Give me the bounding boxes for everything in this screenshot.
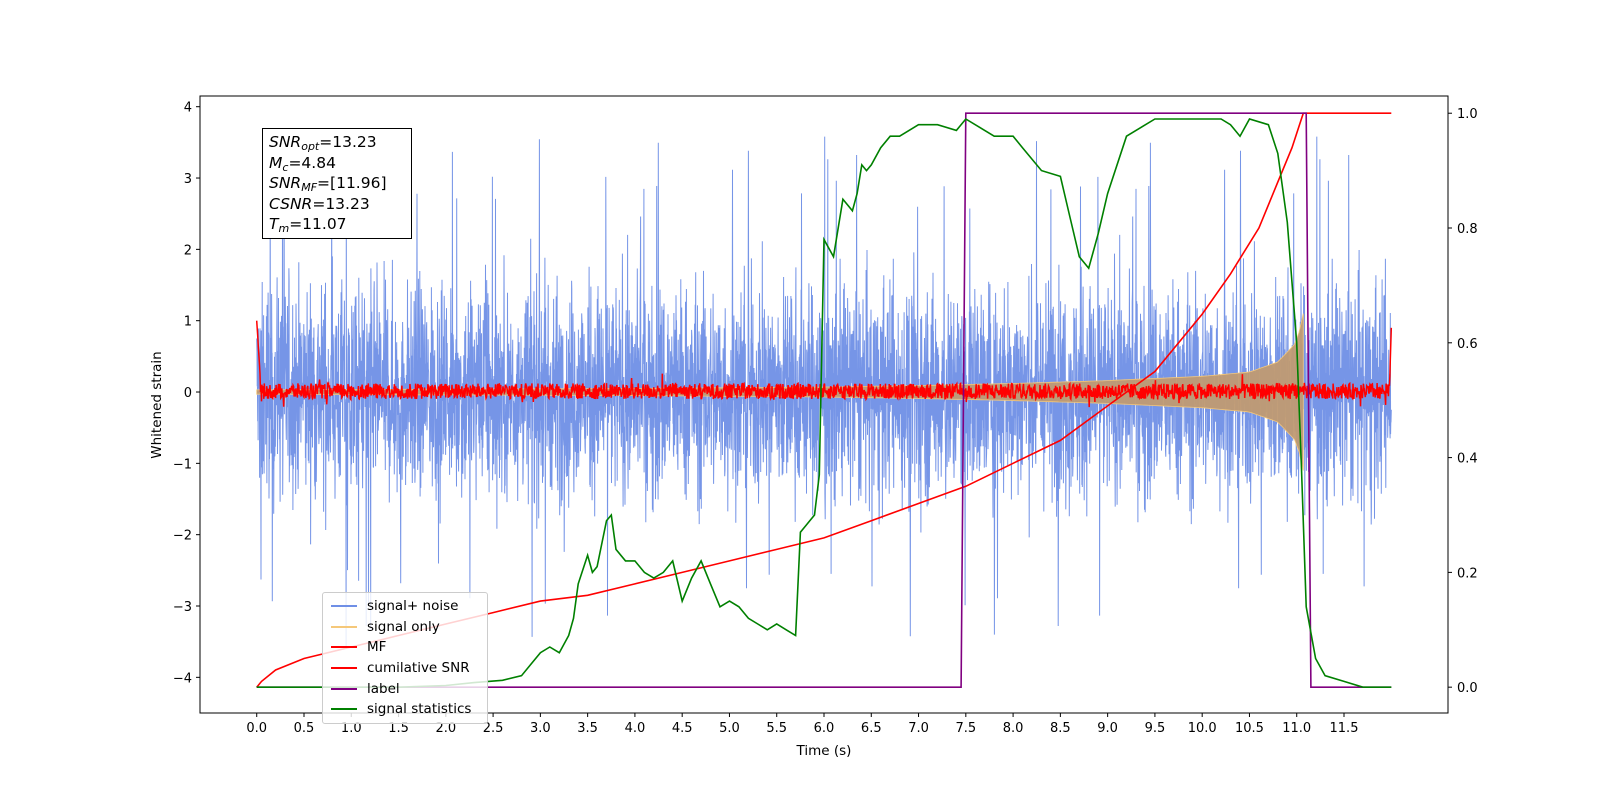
csnr-symbol: CSNR (269, 194, 313, 213)
y-tick-label-left: 4 (184, 101, 192, 116)
y-tick-label-left: −3 (173, 600, 192, 615)
x-tick-label: 11.0 (1282, 721, 1311, 736)
x-tick-label: 4.0 (625, 721, 646, 736)
x-tick-label: 0.5 (294, 721, 315, 736)
x-tick-label: 5.0 (719, 721, 740, 736)
x-tick-label: 2.0 (435, 721, 456, 736)
x-tick-label: 1.0 (341, 721, 362, 736)
legend-label: signal only (367, 618, 440, 635)
x-tick-label: 7.5 (955, 721, 976, 736)
y-tick-label-right: 1.0 (1457, 107, 1478, 122)
legend-item: signal only (327, 617, 483, 638)
tm-subscript: m (278, 222, 290, 235)
y-tick-label-right: 0.8 (1457, 222, 1478, 237)
x-tick-label: 5.5 (766, 721, 787, 736)
legend-label: signal+ noise (367, 598, 459, 615)
y-tick-label-left: −1 (173, 457, 192, 472)
x-tick-label: 3.5 (577, 721, 598, 736)
snr-opt-symbol: SNR (269, 133, 302, 151)
y-tick-label-left: 3 (184, 172, 192, 187)
mf-line (255, 320, 1393, 408)
legend-swatch (331, 708, 357, 711)
legend-swatch (331, 667, 357, 670)
snr-mf-subscript: MF (301, 181, 318, 194)
x-tick-label: 2.5 (483, 721, 504, 736)
y-tick-label-right: 0.2 (1457, 566, 1478, 581)
tm-symbol: T (269, 215, 279, 233)
legend-item: label (327, 678, 483, 699)
legend-swatch (331, 625, 357, 628)
label-line (256, 112, 1392, 688)
y-tick-label-left: −2 (173, 529, 192, 544)
snr-mf-line: SNRMF=[11.96] (269, 173, 405, 194)
legend: signal+ noise signal only MF cumilative … (322, 592, 488, 724)
legend-label: MF (367, 639, 387, 656)
x-tick-label: 9.0 (1097, 721, 1118, 736)
legend-label: cumilative SNR (367, 660, 470, 677)
plot-area (255, 112, 1393, 688)
legend-label: signal statistics (367, 701, 472, 718)
mc-subscript: c (282, 160, 289, 174)
x-tick-label: 6.5 (861, 721, 882, 736)
snr-opt-line: SNRopt=13.23 (269, 132, 405, 153)
x-tick-label: 4.5 (672, 721, 693, 736)
y-tick-label-left: −4 (173, 671, 192, 686)
legend-swatch (331, 687, 357, 690)
mc-line: Mc=4.84 (269, 153, 405, 174)
legend-swatch (331, 605, 357, 608)
snr-mf-value: =[11.96] (317, 174, 387, 192)
legend-item: cumilative SNR (327, 658, 483, 679)
x-tick-label: 8.5 (1050, 721, 1071, 736)
x-tick-label: 10.0 (1188, 721, 1217, 736)
y-tick-label-right: 0.0 (1457, 681, 1478, 696)
snr-mf-symbol: SNR (269, 174, 302, 192)
legend-item: signal statistics (327, 699, 483, 720)
x-tick-label: 8.0 (1003, 721, 1024, 736)
legend-item: signal+ noise (327, 596, 483, 617)
legend-swatch (331, 646, 357, 649)
x-tick-label: 9.5 (1145, 721, 1166, 736)
signal-statistics-line (256, 117, 1392, 688)
y-tick-label-left: 0 (184, 386, 192, 401)
y-tick-label-left: 1 (184, 315, 192, 330)
tm-line: Tm=11.07 (269, 214, 405, 235)
csnr-line: CSNR=13.23 (269, 194, 405, 215)
x-tick-label: 1.5 (388, 721, 409, 736)
mc-symbol: M (269, 153, 283, 172)
y-tick-label-left: 2 (184, 243, 192, 258)
x-axis-label: Time (s) (796, 743, 852, 759)
annotation-box: SNRopt=13.23 Mc=4.84 SNRMF=[11.96] CSNR=… (262, 128, 412, 239)
x-tick-label: 0.0 (246, 721, 267, 736)
tm-value: =11.07 (289, 215, 347, 233)
legend-label: label (367, 680, 400, 697)
x-tick-label: 3.0 (530, 721, 551, 736)
csnr-value: =13.23 (312, 194, 370, 213)
signal-noise-line (256, 136, 1392, 647)
snr-opt-value: =13.23 (319, 133, 377, 151)
mc-value: =4.84 (288, 153, 336, 172)
x-tick-label: 7.0 (908, 721, 929, 736)
x-tick-label: 11.5 (1330, 721, 1359, 736)
snr-opt-subscript: opt (301, 140, 320, 153)
legend-item: MF (327, 637, 483, 658)
y-tick-label-right: 0.4 (1457, 452, 1478, 467)
axis-ticks: 0.0 0.5 1.0 1.5 2.0 2.5 3.0 3.5 4.0 4.5 5.0 5.5 6.0 6… (173, 101, 1478, 736)
x-tick-label: 10.5 (1235, 721, 1264, 736)
y-axis-label: Whitened strain (149, 351, 165, 458)
y-tick-label-right: 0.6 (1457, 337, 1478, 352)
x-tick-label: 6.0 (814, 721, 835, 736)
